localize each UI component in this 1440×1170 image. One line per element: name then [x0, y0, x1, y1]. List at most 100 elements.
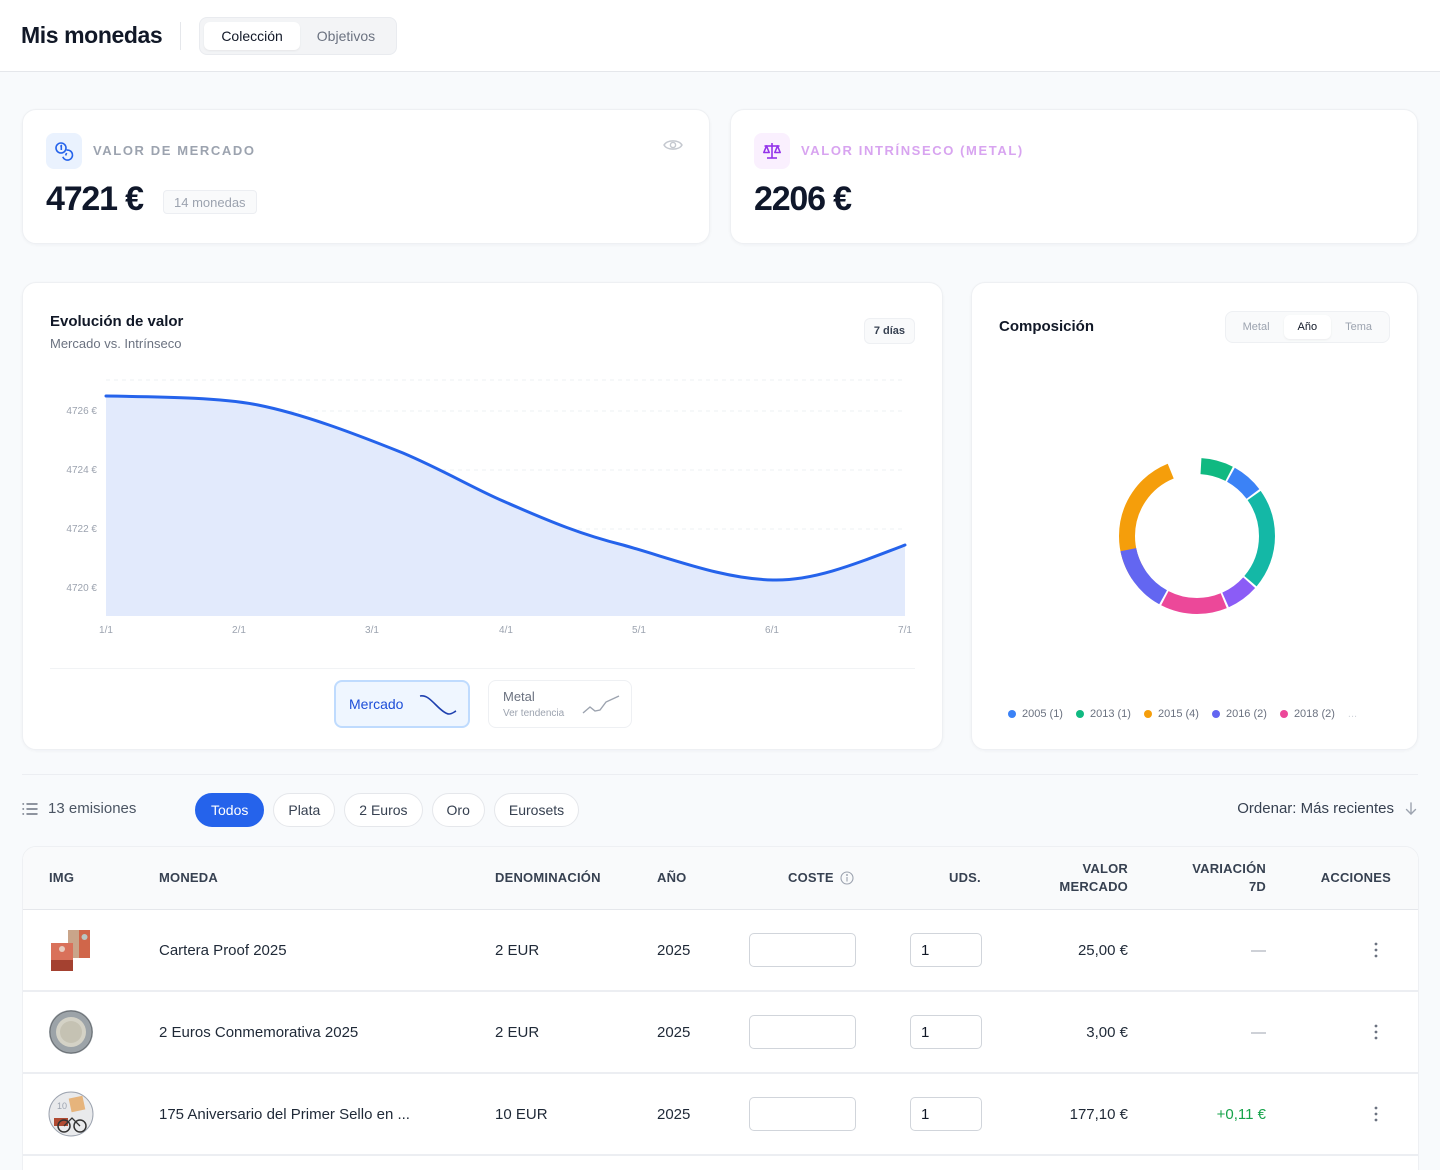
series-label: Mercado — [349, 696, 404, 712]
filter-chips: Todos Plata 2 Euros Oro Eurosets — [195, 793, 580, 827]
svg-text:3/1: 3/1 — [365, 625, 379, 636]
coin-name[interactable]: Cartera Proof 2025 — [159, 941, 287, 959]
x-axis-ticks: 1/1 2/1 3/1 4/1 5/1 6/1 7/1 — [99, 625, 912, 636]
col-coin[interactable]: MONEDA — [159, 870, 218, 885]
legend-dot — [1211, 710, 1220, 718]
market-area-fill — [106, 396, 905, 616]
composition-title: Composición — [999, 318, 1095, 335]
segment-2015 — [1119, 458, 1275, 614]
units-input[interactable] — [910, 1015, 982, 1049]
tab-coleccion[interactable]: Colección — [204, 21, 300, 50]
value-area-chart[interactable]: 4726 € 4724 € 4722 € 4720 € 1/1 2/1 3/1 … — [23, 283, 944, 653]
info-icon[interactable] — [840, 871, 854, 885]
intrinsic-value-card: VALOR INTRÍNSECO (METAL) 2206 € — [730, 109, 1418, 244]
coins-icon — [46, 133, 82, 169]
more-actions-icon[interactable] — [1374, 992, 1378, 1072]
coin-denomination: 10 EUR — [495, 1105, 548, 1123]
series-toggle-metal[interactable]: Metal Ver tendencia — [488, 680, 632, 728]
more-actions-icon[interactable] — [1374, 1074, 1378, 1154]
bimetal-coin-image — [49, 1010, 93, 1054]
units-input[interactable] — [910, 1097, 982, 1131]
col-variation[interactable]: VARIACIÓN 7D — [1192, 861, 1266, 894]
coin-denomination: 2 EUR — [495, 1023, 540, 1041]
table-row[interactable]: 10 175 Aniversario del Primer Sello en .… — [23, 1074, 1418, 1156]
col-denomination[interactable]: DENOMINACIÓN — [495, 870, 601, 885]
scale-icon — [754, 133, 790, 169]
coin-year: 2025 — [657, 1105, 691, 1123]
intrinsic-value-label: VALOR INTRÍNSECO (METAL) — [801, 143, 1024, 158]
color-silver-coin-image: 10 — [48, 1091, 94, 1137]
table-header: IMG MONEDA DENOMINACIÓN AÑO COSTE UDS. V… — [23, 847, 1418, 910]
svg-text:10: 10 — [57, 1101, 67, 1111]
units-input[interactable] — [910, 933, 982, 967]
svg-text:6/1: 6/1 — [765, 625, 779, 636]
series-sublabel: Ver tendencia — [503, 708, 565, 719]
col-market-value[interactable]: VALOR MERCADO — [1059, 861, 1128, 894]
col-img: IMG — [49, 870, 75, 885]
tab-objetivos[interactable]: Objetivos — [316, 27, 376, 44]
variation-7d: +0,11 € — [1216, 1105, 1266, 1123]
legend-item[interactable]: 2005 (1) — [1008, 708, 1063, 720]
coins-table: IMG MONEDA DENOMINACIÓN AÑO COSTE UDS. V… — [22, 846, 1419, 1170]
table-row[interactable]: 2 Euros Conmemorativa 2025 2 EUR 2025 3,… — [23, 992, 1418, 1074]
legend-dot — [1075, 710, 1084, 718]
svg-text:5/1: 5/1 — [632, 625, 646, 636]
more-actions-icon[interactable] — [1374, 910, 1378, 990]
filter-2-euros[interactable]: 2 Euros — [344, 793, 423, 827]
eye-icon[interactable] — [663, 138, 683, 157]
sort-button[interactable]: Ordenar: Más recientes — [1237, 800, 1418, 817]
list-icon — [22, 802, 38, 815]
cost-input[interactable] — [749, 933, 856, 967]
legend-item[interactable]: 2018 (2) — [1279, 708, 1335, 720]
arrow-down-icon — [1405, 801, 1417, 815]
coin-year: 2025 — [657, 1023, 691, 1041]
filter-plata[interactable]: Plata — [273, 793, 336, 827]
chart-divider — [50, 668, 915, 669]
range-selector[interactable]: 7 días — [863, 318, 915, 344]
composition-donut-chart[interactable] — [1112, 451, 1282, 621]
tab-metal[interactable]: Metal — [1242, 321, 1270, 333]
col-units: UDS. — [949, 870, 981, 885]
coin-thumbnail — [48, 992, 94, 1072]
legend-more[interactable]: ... — [1347, 708, 1358, 720]
tab-ano[interactable]: Año — [1283, 315, 1332, 339]
tab-tema[interactable]: Tema — [1345, 321, 1372, 333]
filter-eurosets[interactable]: Eurosets — [493, 793, 580, 827]
svg-text:4724 €: 4724 € — [66, 465, 97, 476]
svg-text:7/1: 7/1 — [898, 625, 912, 636]
chart-title: Evolución de valor — [50, 313, 184, 330]
filter-todos[interactable]: Todos — [195, 793, 265, 827]
cost-input[interactable] — [749, 1097, 856, 1131]
page-title: Mis monedas — [21, 22, 163, 48]
legend-dot — [1279, 710, 1288, 718]
coin-denomination: 2 EUR — [495, 941, 540, 959]
col-year[interactable]: AÑO — [657, 870, 687, 885]
variation-7d: — — [1251, 1023, 1266, 1041]
coin-name[interactable]: 2 Euros Conmemorativa 2025 — [159, 1023, 359, 1041]
series-label: Metal — [503, 689, 535, 704]
coin-count-badge: 14 monedas — [163, 190, 257, 214]
legend-dot — [1143, 710, 1152, 718]
filter-oro[interactable]: Oro — [431, 793, 485, 827]
col-actions: ACCIONES — [1320, 870, 1391, 885]
legend-item[interactable]: 2015 (4) — [1143, 708, 1199, 720]
view-tabs: Colección Objetivos — [199, 16, 398, 55]
legend-item[interactable]: 2016 (2) — [1211, 708, 1267, 720]
composition-tabs: Metal Año Tema — [1224, 311, 1390, 343]
legend-item[interactable]: 2013 (1) — [1075, 708, 1131, 720]
coin-name[interactable]: 175 Aniversario del Primer Sello en ... — [159, 1105, 410, 1123]
table-row[interactable]: Cartera Proof 2025 2 EUR 2025 25,00 € — — [23, 910, 1418, 992]
cost-input[interactable] — [749, 1015, 856, 1049]
header-divider — [180, 21, 182, 50]
issues-count: 13 emisiones — [22, 800, 136, 817]
intrinsic-value-amount: 2206 € — [754, 180, 852, 218]
market-value: 25,00 € — [1077, 941, 1128, 959]
svg-text:1/1: 1/1 — [99, 625, 113, 636]
market-value-label: VALOR DE MERCADO — [93, 143, 256, 158]
series-toggle-mercado[interactable]: Mercado — [334, 680, 470, 728]
top-bar: Mis monedas Colección Objetivos — [0, 0, 1440, 72]
col-cost: COSTE — [788, 869, 854, 887]
composition-card: Composición Metal Año Tema 2005 (1) 2013… — [971, 282, 1418, 750]
svg-text:4/1: 4/1 — [499, 625, 513, 636]
value-evolution-card: Evolución de valor Mercado vs. Intrínsec… — [22, 282, 943, 750]
